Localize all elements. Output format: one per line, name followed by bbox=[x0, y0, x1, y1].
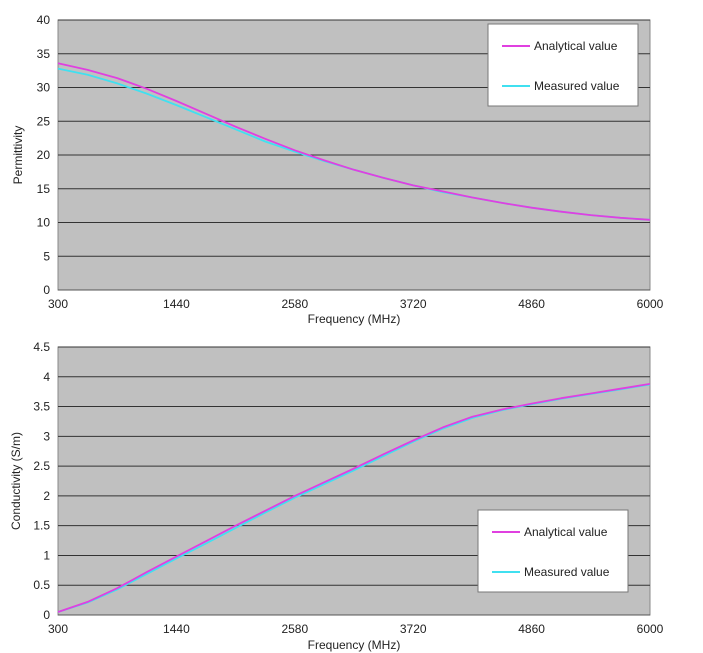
conductivity-y-tick-label: 2.5 bbox=[33, 459, 50, 473]
conductivity-y-tick-label: 4.5 bbox=[33, 340, 50, 354]
conductivity-y-tick-label: 2 bbox=[43, 489, 50, 503]
conductivity-legend-label-analytical: Analytical value bbox=[524, 525, 608, 539]
permittivity-x-tick-label: 2580 bbox=[281, 297, 308, 311]
conductivity-y-tick-label: 1.5 bbox=[33, 519, 50, 533]
permittivity-legend bbox=[487, 23, 639, 107]
permittivity-y-tick-label: 20 bbox=[37, 148, 51, 162]
permittivity-y-tick-label: 15 bbox=[37, 182, 51, 196]
permittivity-x-tick-label: 300 bbox=[48, 297, 68, 311]
permittivity-y-tick-label: 5 bbox=[43, 249, 50, 263]
conductivity-y-tick-label: 3 bbox=[43, 429, 50, 443]
permittivity-y-tick-label: 25 bbox=[37, 114, 51, 128]
conductivity-legend bbox=[477, 509, 629, 593]
permittivity-x-tick-label: 3720 bbox=[400, 297, 427, 311]
conductivity-x-tick-label: 1440 bbox=[163, 622, 190, 636]
permittivity-y-tick-label: 40 bbox=[37, 13, 51, 27]
permittivity-y-tick-label: 35 bbox=[37, 47, 51, 61]
permittivity-x-tick-label: 6000 bbox=[637, 297, 664, 311]
conductivity-x-tick-label: 6000 bbox=[637, 622, 664, 636]
conductivity-legend-label-measured: Measured value bbox=[524, 565, 610, 579]
conductivity-chart-svg: 0 0.5 1 1.5 2 2.5 3 3.5 4 4.5 300 1440 2580 3720 4860 6… bbox=[9, 340, 664, 652]
conductivity-x-tick-label: 300 bbox=[48, 622, 68, 636]
conductivity-y-axis-title: Conductivity (S/m) bbox=[9, 432, 23, 530]
permittivity-series-line-analytical bbox=[57, 62, 651, 221]
permittivity-x-tick-label: 1440 bbox=[163, 297, 190, 311]
permittivity-chart-svg: 0 5 10 15 20 25 30 35 40 300 1440 2580 3720 4860 6000 F… bbox=[11, 13, 664, 326]
permittivity-x-axis-title: Frequency (MHz) bbox=[308, 312, 401, 326]
conductivity-y-tick-label: 0 bbox=[43, 608, 50, 622]
permittivity-y-tick-label: 0 bbox=[43, 283, 50, 297]
conductivity-y-tick-label: 4 bbox=[43, 370, 50, 384]
permittivity-x-tick-label: 4860 bbox=[518, 297, 545, 311]
permittivity-y-tick-label: 30 bbox=[37, 81, 51, 95]
permittivity-chart: 0 5 10 15 20 25 30 35 40 300 1440 2580 3720 4860 6000 F… bbox=[11, 13, 664, 326]
conductivity-x-tick-label: 2580 bbox=[281, 622, 308, 636]
conductivity-chart: 0 0.5 1 1.5 2 2.5 3 3.5 4 4.5 300 1440 2580 3720 4860 6… bbox=[0, 330, 703, 653]
conductivity-x-axis-title: Frequency (MHz) bbox=[308, 638, 401, 652]
permittivity-legend-label-analytical: Analytical value bbox=[534, 39, 618, 53]
conductivity-y-tick-label: 3.5 bbox=[33, 400, 50, 414]
conductivity-x-tick-label: 3720 bbox=[400, 622, 427, 636]
conductivity-x-tick-label: 4860 bbox=[518, 622, 545, 636]
permittivity-y-axis-title: Permittivity bbox=[11, 126, 25, 185]
permittivity-y-tick-label: 10 bbox=[37, 216, 51, 230]
conductivity-y-tick-label: 1 bbox=[43, 548, 50, 562]
conductivity-series-line-analytical bbox=[57, 383, 651, 613]
conductivity-y-tick-label: 0.5 bbox=[33, 578, 50, 592]
permittivity-legend-label-measured: Measured value bbox=[534, 79, 620, 93]
